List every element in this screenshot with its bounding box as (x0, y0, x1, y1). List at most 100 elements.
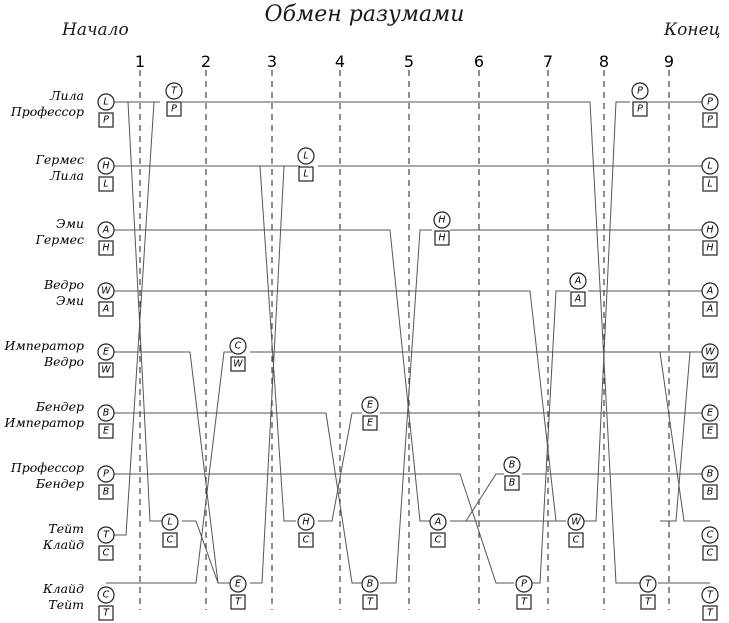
mind-letter: E (103, 347, 109, 358)
mind-circle (701, 343, 719, 361)
mind-letter: H (438, 215, 445, 226)
mind-circle (515, 575, 533, 593)
mind-circle (97, 157, 115, 175)
mind-circle (97, 282, 115, 300)
end-badge: BB (701, 465, 719, 500)
mind-circle (165, 82, 183, 100)
mind-letter: L (103, 97, 108, 108)
mind-circle (297, 513, 315, 531)
mind-letter: H (706, 225, 713, 236)
mind-letter: P (707, 97, 713, 108)
step-number-2: 2 (201, 52, 211, 71)
swap-wire-12 (106, 101, 160, 536)
mind-circle (97, 221, 115, 239)
swap-badge: AA (569, 272, 587, 307)
body-square (516, 594, 532, 610)
body-letter: B (707, 487, 714, 498)
mind-letter: H (302, 517, 309, 528)
swap-wire-10 (106, 412, 362, 584)
body-square (98, 176, 114, 192)
swap-wire-22 (450, 473, 504, 522)
mind-letter: T (707, 590, 714, 601)
body-letter: P (637, 104, 643, 115)
end-badge: TT (701, 586, 719, 621)
body-letter: E (103, 426, 109, 437)
swap-badge: LL (297, 147, 315, 182)
row-mind-name: Тейт (48, 521, 84, 536)
start-badge: AH (97, 221, 115, 256)
body-letter: W (705, 365, 715, 376)
body-square (570, 291, 586, 307)
swap-wire-20 (380, 229, 432, 584)
body-letter: H (438, 233, 445, 244)
swap-badge: AC (429, 513, 447, 548)
mind-circle (701, 93, 719, 111)
step-dividers (139, 70, 670, 610)
mind-letter: W (101, 286, 111, 297)
mind-letter: B (367, 579, 374, 590)
mind-circle (701, 404, 719, 422)
swap-wire-14 (182, 520, 219, 584)
body-letter: E (707, 426, 713, 437)
body-square (702, 176, 718, 192)
swap-badge: ET (229, 575, 247, 610)
start-badge: CT (97, 586, 115, 621)
swap-wire-16 (250, 165, 300, 584)
body-letter: P (171, 104, 177, 115)
body-letter: H (706, 243, 713, 254)
body-square (702, 423, 718, 439)
body-letter: C (435, 535, 442, 546)
body-letter: T (235, 597, 242, 608)
mind-letter: T (645, 579, 652, 590)
row-body-name: Профессор (10, 104, 84, 119)
start-badge: PB (97, 465, 115, 500)
mind-circle (433, 211, 451, 229)
start-badge: TC (97, 526, 115, 561)
body-square (702, 362, 718, 378)
row-mind-name: Клайд (42, 581, 84, 596)
mind-letter: C (103, 590, 110, 601)
body-square (230, 356, 246, 372)
mind-letter: A (574, 276, 582, 287)
mind-circle (97, 404, 115, 422)
diagram-title: Обмен разумами (264, 2, 465, 27)
step-number-7: 7 (543, 52, 553, 71)
badges: LPPPHLLLAHHHWAAAEWWWBEEEPBBBTCCCCTTTTPLC… (97, 82, 719, 621)
body-square (632, 101, 648, 117)
swap-badge: BT (361, 575, 379, 610)
body-letter: L (707, 179, 712, 190)
body-letter: T (521, 597, 528, 608)
mind-circle (701, 157, 719, 175)
body-letter: P (103, 115, 109, 126)
mind-letter: L (167, 517, 172, 528)
mind-circle (97, 465, 115, 483)
body-square (504, 475, 520, 491)
mind-circle (229, 337, 247, 355)
body-letter: B (509, 478, 516, 489)
swap-badge: HH (433, 211, 451, 246)
body-square (98, 605, 114, 621)
body-square (98, 112, 114, 128)
swap-badge: TT (639, 575, 657, 610)
step-number-9: 9 (664, 52, 674, 71)
row-mind-name: Гермес (35, 152, 84, 167)
body-letter: C (303, 535, 310, 546)
step-number-4: 4 (335, 52, 345, 71)
end-label: Конец (664, 20, 721, 40)
mind-letter: E (707, 408, 713, 419)
body-square (98, 423, 114, 439)
mind-circle (97, 586, 115, 604)
mind-letter: B (103, 408, 110, 419)
row-mind-name: Бендер (35, 399, 84, 414)
body-square (166, 101, 182, 117)
mind-letter: P (521, 579, 527, 590)
body-square (98, 240, 114, 256)
mind-circle (701, 282, 719, 300)
mind-circle (569, 272, 587, 290)
end-badge: CC (701, 526, 719, 561)
swap-wire-26 (584, 101, 630, 522)
row-body-name: Император (3, 415, 84, 430)
mind-letter: B (707, 469, 714, 480)
mind-circle (361, 575, 379, 593)
